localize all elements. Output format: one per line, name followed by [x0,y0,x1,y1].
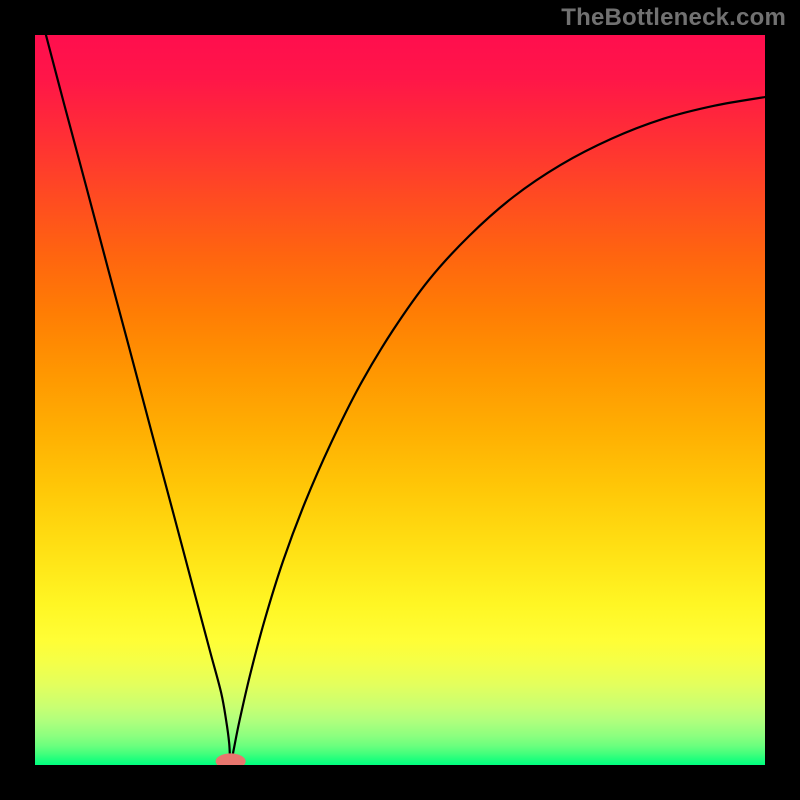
chart-background [35,35,765,765]
chart-svg [35,35,765,765]
chart-plot-area [35,35,765,765]
watermark-text: TheBottleneck.com [561,4,786,32]
